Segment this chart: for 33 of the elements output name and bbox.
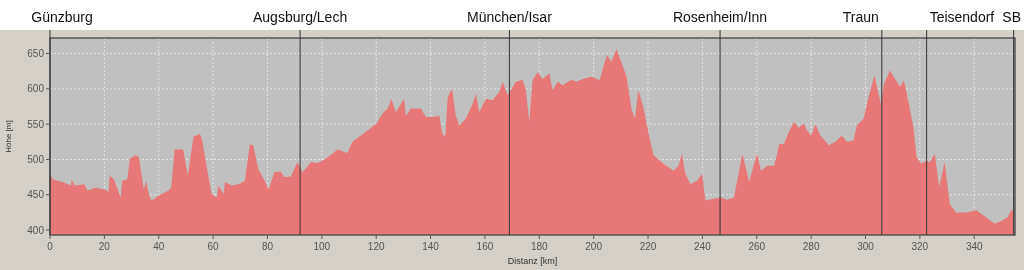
x-tick-label: 0	[47, 241, 54, 252]
x-tick-label: 20	[98, 241, 111, 252]
ref-line-label: Günzburg	[31, 9, 93, 25]
ref-line-label: Augsburg/Lech	[252, 9, 348, 25]
y-tick-label: 450	[27, 189, 45, 201]
y-tick-label: 650	[27, 48, 45, 60]
x-tick-label: 100	[313, 241, 331, 252]
y-tick-label: 550	[27, 118, 45, 130]
ref-line-label: Teisendorf	[929, 9, 995, 25]
y-axis-title: Höhe [m]	[4, 120, 13, 153]
x-tick-label: 40	[153, 241, 165, 252]
x-axis-title: Distanz [km]	[507, 256, 558, 266]
x-tick-label: 340	[965, 241, 983, 252]
x-tick-label: 300	[857, 241, 875, 252]
x-tick-label: 120	[367, 241, 385, 252]
x-tick-label: 140	[422, 241, 440, 252]
x-tick-label: 180	[530, 241, 549, 252]
ref-line-label: Traun	[842, 9, 879, 25]
y-tick-label: 500	[27, 153, 45, 165]
ref-line-label: Rosenheim/Inn	[672, 9, 768, 25]
x-tick-label: 320	[911, 241, 929, 252]
y-tick-label: 600	[27, 83, 45, 95]
x-tick-label: 160	[476, 241, 494, 252]
ref-line-label: SB	[1002, 9, 1021, 25]
x-tick-label: 220	[639, 241, 657, 252]
x-tick-label: 60	[207, 241, 220, 252]
x-tick-label: 80	[261, 241, 274, 252]
x-tick-label: 260	[748, 241, 766, 252]
x-tick-label: 280	[802, 241, 820, 252]
x-tick-label: 200	[585, 241, 603, 252]
ref-line-label: München/Isar	[466, 9, 553, 25]
x-tick-label: 240	[694, 241, 712, 252]
y-tick-label: 400	[27, 224, 45, 236]
